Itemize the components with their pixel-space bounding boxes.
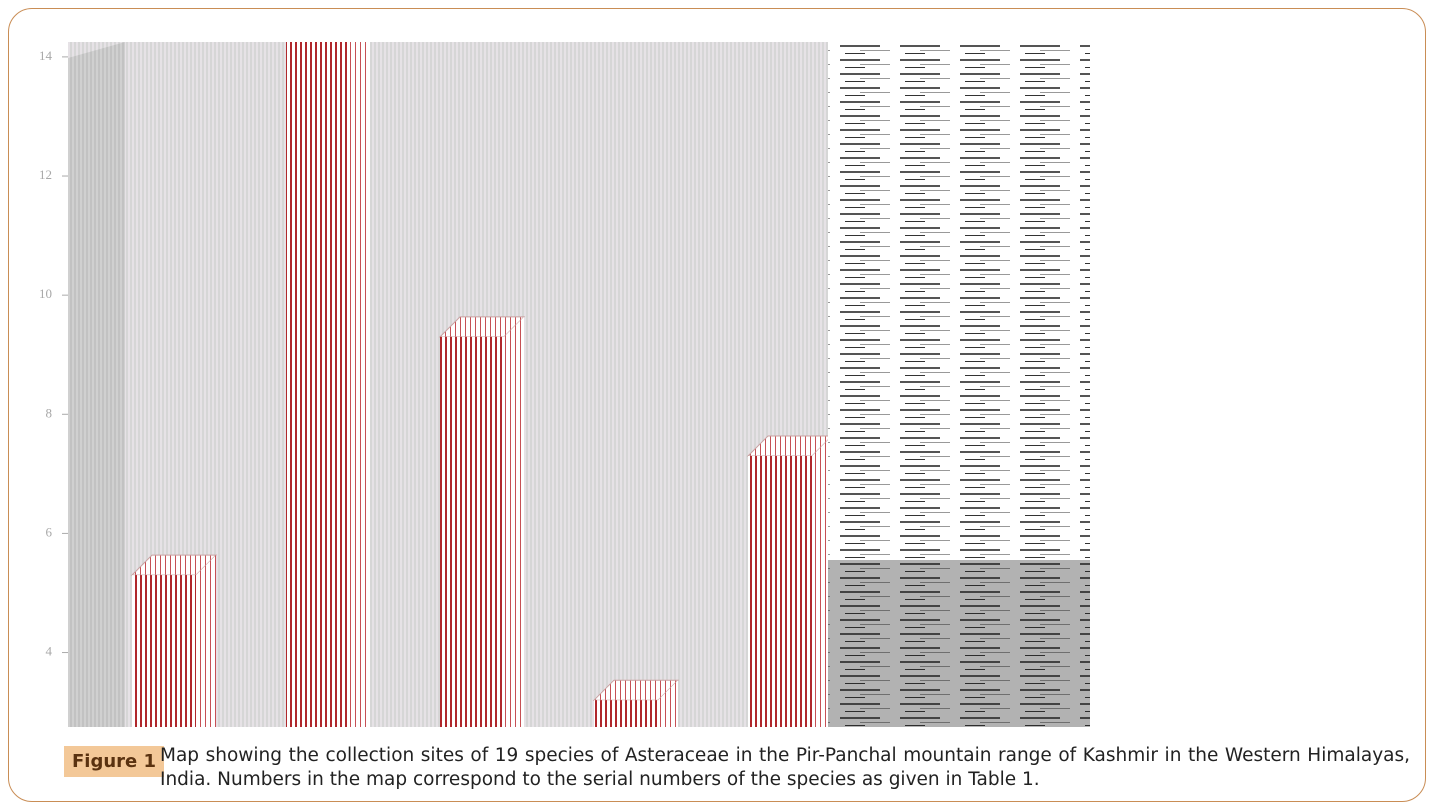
y-tick-label: 14: [39, 48, 53, 63]
side-wall: [68, 42, 125, 727]
page: 4 6 8 10 12 14 Figure 1 Map showing the colle…: [0, 0, 1436, 812]
figure-caption: Map showing the collection sites of 19 s…: [160, 744, 1410, 792]
bar-side: [504, 317, 524, 727]
bar-side: [350, 0, 370, 727]
bar: [594, 700, 658, 727]
y-tick-label: 6: [46, 524, 53, 539]
chart: 4 6 8 10 12 14: [0, 0, 1436, 812]
bar: [286, 0, 350, 727]
bar: [440, 337, 504, 727]
y-tick-label: 12: [39, 167, 52, 182]
y-tick-label: 10: [39, 286, 52, 301]
bar: [748, 456, 812, 727]
figure-label: Figure 1: [64, 746, 164, 777]
y-tick-label: 4: [46, 644, 53, 659]
map-fragment-dark: [828, 560, 1090, 727]
bar: [132, 575, 196, 727]
y-tick-label: 8: [46, 405, 53, 420]
bar-side: [196, 555, 216, 727]
